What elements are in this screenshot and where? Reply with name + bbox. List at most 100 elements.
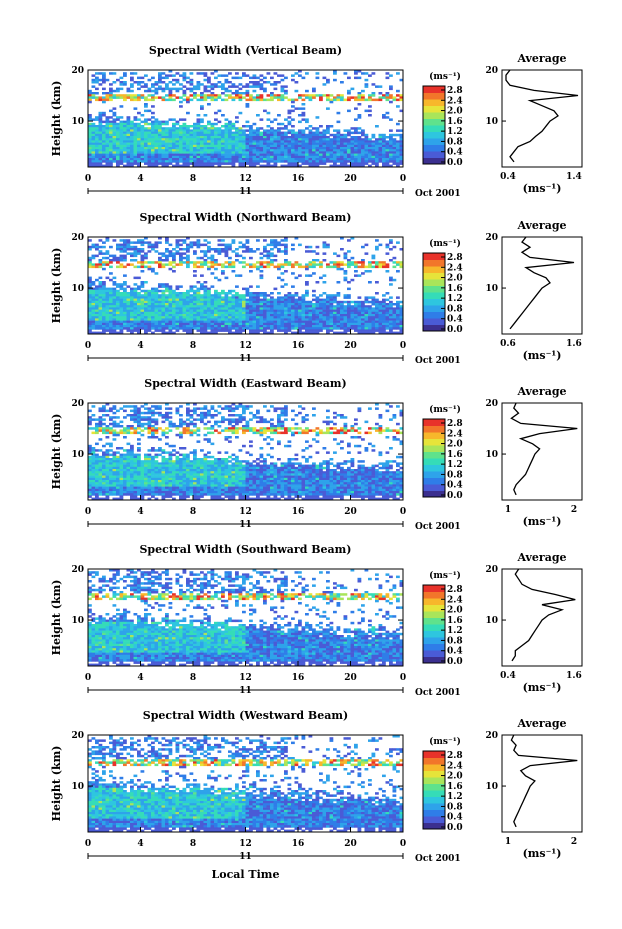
heatmap-cell <box>287 129 292 132</box>
heatmap-cell <box>245 151 250 154</box>
heatmap-cell <box>147 407 152 410</box>
heatmap-cell <box>301 309 306 313</box>
heatmap-cell <box>207 140 211 143</box>
heatmap-cell <box>133 149 138 152</box>
heatmap-cell <box>196 429 201 432</box>
heatmap-cell <box>336 149 341 152</box>
heatmap-cell <box>147 151 152 154</box>
heatmap-cell <box>221 292 225 295</box>
heatmap-cell <box>140 422 145 426</box>
heatmap-cell <box>354 142 358 146</box>
heatmap-cell <box>326 131 330 135</box>
heatmap-cell <box>245 407 250 410</box>
heatmap-cell <box>168 285 173 288</box>
heatmap-cell <box>371 322 376 326</box>
heatmap-cell <box>249 142 253 146</box>
heatmap-cell <box>333 322 337 326</box>
heatmap-cell <box>116 314 120 317</box>
heatmap-cell <box>378 85 383 88</box>
heatmap-cell <box>270 158 274 161</box>
heatmap-cell <box>189 78 194 82</box>
heatmap-cell <box>210 136 215 139</box>
heatmap-cell <box>109 87 113 91</box>
heatmap-cell <box>137 160 141 163</box>
heatmap-cell <box>301 98 306 102</box>
heatmap-cell <box>109 109 113 113</box>
heatmap-cell <box>161 136 166 139</box>
heatmap-cell <box>137 158 141 161</box>
heatmap-cell <box>368 142 372 146</box>
heatmap-cell <box>179 425 183 428</box>
heatmap-cell <box>88 142 92 146</box>
heatmap-cell <box>242 427 246 430</box>
colorbar-tick-label: 1.6 <box>447 284 463 294</box>
heatmap-cell <box>336 265 341 269</box>
heatmap-cell <box>364 325 369 328</box>
heatmap-cell <box>203 311 208 315</box>
heatmap-cell <box>119 425 124 428</box>
heatmap-cell <box>329 420 334 424</box>
heatmap-cell <box>357 70 362 73</box>
heatmap-cell <box>277 320 281 324</box>
heatmap-cell <box>137 285 141 288</box>
heatmap-cell <box>158 296 162 299</box>
heatmap-cell <box>175 427 180 430</box>
heatmap-cell <box>137 122 141 126</box>
heatmap-cell <box>123 129 127 132</box>
heatmap-cell <box>186 418 190 421</box>
heatmap-cell <box>263 245 267 249</box>
heatmap-cell <box>200 125 204 128</box>
heatmap-cell <box>245 292 250 295</box>
heatmap-cell <box>312 259 316 262</box>
heatmap-cell <box>336 151 341 154</box>
heatmap-cell <box>88 283 92 286</box>
heatmap-cell <box>399 311 404 315</box>
heatmap-cell <box>308 265 313 269</box>
heatmap-cell <box>161 138 166 141</box>
heatmap-cell <box>168 316 173 319</box>
heatmap-cell <box>284 405 288 408</box>
heatmap-cell <box>158 311 162 315</box>
heatmap-cell <box>305 147 309 150</box>
heatmap-cell <box>347 98 351 102</box>
heatmap-cell <box>343 305 348 308</box>
heatmap-cell <box>357 103 362 106</box>
heatmap-cell <box>340 325 344 328</box>
heatmap-cell <box>298 427 302 430</box>
heatmap-cell <box>287 311 292 315</box>
heatmap-cell <box>154 81 159 84</box>
heatmap-cell <box>361 147 365 150</box>
heatmap-cell <box>312 158 316 161</box>
heatmap-cell <box>105 320 110 324</box>
heatmap-cell <box>396 155 400 159</box>
heatmap-cell <box>105 237 110 240</box>
heatmap-cell <box>224 311 229 315</box>
heatmap-cell <box>214 303 218 306</box>
heatmap-cell <box>375 98 379 102</box>
heatmap-cell <box>389 74 393 77</box>
heatmap-cell <box>154 422 159 426</box>
heatmap-cell <box>364 136 369 139</box>
heatmap-cell <box>277 416 281 419</box>
heatmap-cell <box>284 411 288 415</box>
heatmap-cell <box>172 155 176 159</box>
heatmap-cell <box>263 265 267 269</box>
heatmap-cell <box>203 261 208 264</box>
heatmap-cell <box>130 122 134 126</box>
heatmap-cell <box>109 298 113 302</box>
heatmap-cell <box>371 83 376 86</box>
heatmap-cell <box>354 303 358 306</box>
heatmap-cell <box>228 327 232 330</box>
heatmap-cell <box>308 303 313 306</box>
heatmap-cell <box>95 296 99 299</box>
heatmap-cell <box>301 407 306 410</box>
heatmap-cell <box>298 155 302 159</box>
heatmap-cell <box>385 144 390 148</box>
heatmap-cell <box>102 311 106 315</box>
heatmap-cell <box>186 316 190 319</box>
heatmap-cell <box>137 298 141 302</box>
heatmap-cell <box>280 411 285 415</box>
heatmap-cell <box>147 122 152 126</box>
heatmap-cell <box>133 300 138 304</box>
heatmap-cell <box>343 327 348 330</box>
